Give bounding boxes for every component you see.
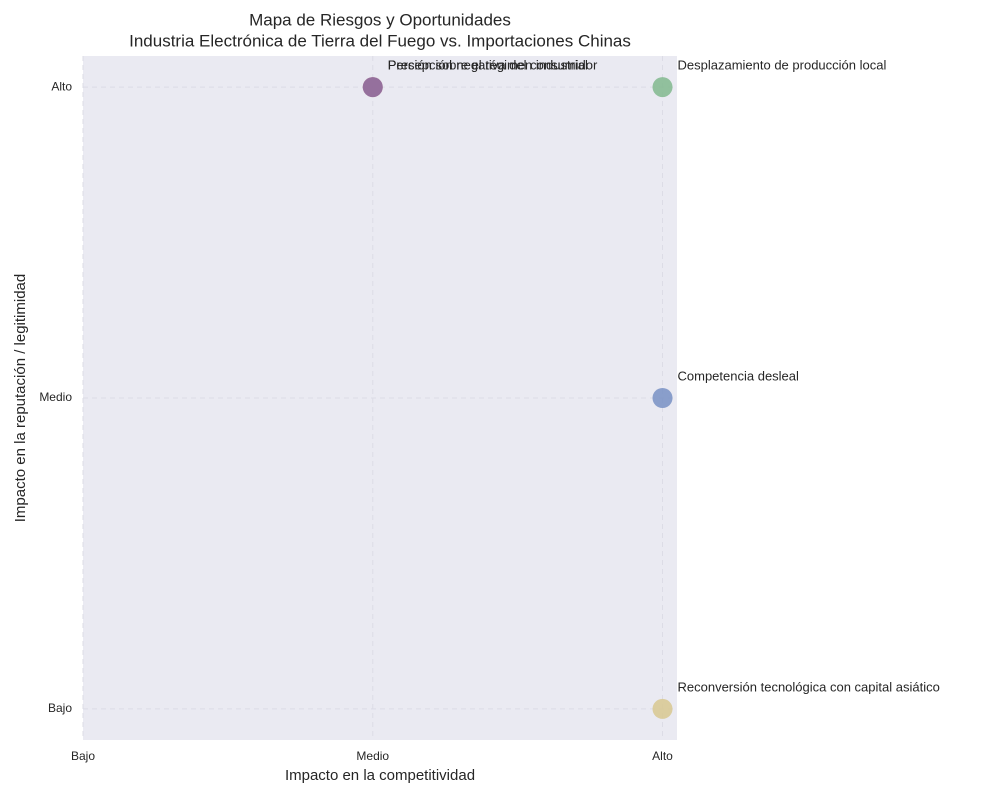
x-axis-label: Impacto en la competitividad xyxy=(285,767,475,784)
point xyxy=(362,77,383,98)
point xyxy=(652,77,673,98)
chart-subtitle: Industria Electrónica de Tierra del Fueg… xyxy=(129,31,631,50)
chart-title: Mapa de Riesgos y Oportunidades xyxy=(249,10,511,29)
point-label: Percepción negativa del consumidor xyxy=(388,58,598,73)
point-label: Competencia desleal xyxy=(678,368,800,383)
point-label: Reconversión tecnológica con capital asi… xyxy=(678,679,940,694)
y-tick-label: Bajo xyxy=(48,701,72,715)
point xyxy=(652,698,673,719)
point-label: Desplazamiento de producción local xyxy=(678,58,887,73)
x-tick-label: Alto xyxy=(652,749,673,763)
y-tick-label: Medio xyxy=(39,390,72,404)
y-tick-label: Alto xyxy=(51,79,72,93)
x-tick-label: Bajo xyxy=(71,749,95,763)
y-axis-label: Impacto en la reputación / legitimidad xyxy=(12,274,29,522)
x-tick-label: Medio xyxy=(356,749,389,763)
point xyxy=(652,388,673,408)
point-label: Presión sobre el régimen industrial xyxy=(388,58,588,73)
